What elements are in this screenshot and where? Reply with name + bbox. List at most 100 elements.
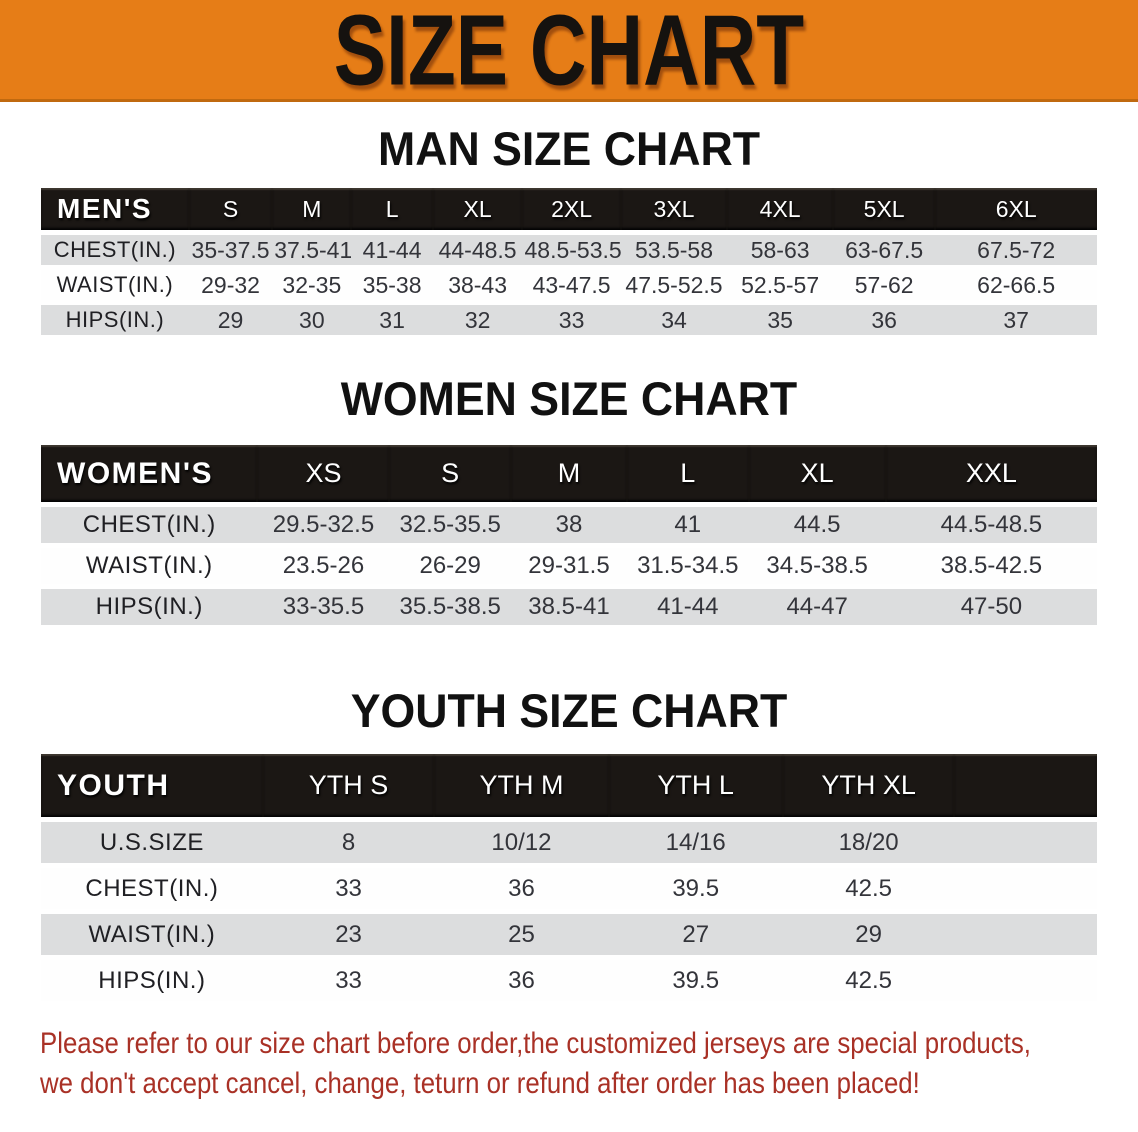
size-value-cell: 58-63 xyxy=(727,235,833,265)
banner: SIZE CHART xyxy=(0,0,1138,102)
size-value-cell: 41-44 xyxy=(627,589,749,625)
size-value-cell: 39.5 xyxy=(608,960,783,1001)
size-value-cell: 26-29 xyxy=(389,548,511,584)
men-hips-row: HIPS(IN.) 29 30 31 32 33 34 35 36 37 xyxy=(41,305,1097,335)
size-value-cell: 63-67.5 xyxy=(832,235,936,265)
women-corner-label: WOMEN'S xyxy=(41,445,258,502)
women-size-table: WOMEN'S XS S M L XL XXL CHEST(IN.) 29.5-… xyxy=(41,440,1097,630)
men-size-header: 3XL xyxy=(620,188,728,230)
women-size-header: XL xyxy=(748,445,886,502)
size-value-cell: 23.5-26 xyxy=(257,548,390,584)
men-corner-label: MEN'S xyxy=(41,188,189,230)
men-section-heading: MAN SIZE CHART xyxy=(378,122,760,175)
size-value-cell: 33 xyxy=(262,960,435,1001)
row-label: CHEST(IN.) xyxy=(41,868,263,909)
size-value-cell: 41 xyxy=(627,507,749,543)
size-value-cell: 32.5-35.5 xyxy=(389,507,511,543)
youth-hips-row: HIPS(IN.) 33 36 39.5 42.5 xyxy=(41,960,1097,1001)
men-waist-row: WAIST(IN.) 29-32 32-35 35-38 38-43 43-47… xyxy=(41,270,1097,300)
size-value-cell: 62-66.5 xyxy=(935,270,1097,300)
size-value-cell: 47-50 xyxy=(885,589,1097,625)
youth-size-header: YTH XL xyxy=(782,754,955,817)
size-value-cell: 36 xyxy=(434,960,609,1001)
women-size-header: M xyxy=(510,445,628,502)
size-value-cell: 42.5 xyxy=(782,960,955,1001)
size-value-cell: 36 xyxy=(832,305,936,335)
women-hips-row: HIPS(IN.) 33-35.5 35.5-38.5 38.5-41 41-4… xyxy=(41,589,1097,625)
men-size-header: 6XL xyxy=(935,188,1097,230)
men-size-header: M xyxy=(272,188,352,230)
size-value-cell: 52.5-57 xyxy=(727,270,833,300)
row-label: U.S.SIZE xyxy=(41,822,263,863)
size-value-cell: 37.5-41 xyxy=(272,235,352,265)
size-value-cell: 29-31.5 xyxy=(510,548,628,584)
size-value-cell: 25 xyxy=(434,914,609,955)
row-label: HIPS(IN.) xyxy=(41,305,189,335)
size-value-cell: 43-47.5 xyxy=(522,270,621,300)
size-value-cell: 34 xyxy=(620,305,728,335)
size-value-cell: 53.5-58 xyxy=(620,235,728,265)
size-value-cell: 29-32 xyxy=(188,270,273,300)
size-value-cell: 35-38 xyxy=(351,270,433,300)
spacer-cell xyxy=(954,960,1097,1001)
size-value-cell: 31 xyxy=(351,305,433,335)
size-value-cell: 35 xyxy=(727,305,833,335)
size-value-cell: 35-37.5 xyxy=(188,235,273,265)
size-value-cell: 38.5-41 xyxy=(510,589,628,625)
women-header-row: WOMEN'S XS S M L XL XXL xyxy=(41,445,1097,502)
size-value-cell: 32 xyxy=(432,305,523,335)
spacer-cell xyxy=(954,754,1097,817)
size-value-cell: 27 xyxy=(608,914,783,955)
size-value-cell: 8 xyxy=(262,822,435,863)
size-value-cell: 44.5 xyxy=(748,507,886,543)
size-value-cell: 30 xyxy=(272,305,352,335)
women-size-header: L xyxy=(627,445,749,502)
size-value-cell: 33 xyxy=(522,305,621,335)
women-section-heading: WOMEN SIZE CHART xyxy=(340,372,798,425)
men-size-header: 4XL xyxy=(727,188,833,230)
size-value-cell: 38-43 xyxy=(432,270,523,300)
row-label: HIPS(IN.) xyxy=(41,960,263,1001)
women-size-header: S xyxy=(389,445,511,502)
men-size-header: S xyxy=(188,188,273,230)
size-value-cell: 29 xyxy=(782,914,955,955)
order-notice-line-2: we don't accept cancel, change, teturn o… xyxy=(40,1067,920,1100)
youth-corner-label: YOUTH xyxy=(41,754,263,817)
size-value-cell: 57-62 xyxy=(832,270,936,300)
row-label: CHEST(IN.) xyxy=(41,507,258,543)
size-value-cell: 35.5-38.5 xyxy=(389,589,511,625)
size-value-cell: 29 xyxy=(188,305,273,335)
size-value-cell: 29.5-32.5 xyxy=(257,507,390,543)
size-value-cell: 37 xyxy=(935,305,1097,335)
size-value-cell: 67.5-72 xyxy=(935,235,1097,265)
order-notice: Please refer to our size chart before or… xyxy=(40,1024,1031,1104)
size-value-cell: 44-47 xyxy=(748,589,886,625)
women-chest-row: CHEST(IN.) 29.5-32.5 32.5-35.5 38 41 44.… xyxy=(41,507,1097,543)
size-value-cell: 39.5 xyxy=(608,868,783,909)
men-size-header: 2XL xyxy=(522,188,621,230)
men-header-row: MEN'S S M L XL 2XL 3XL 4XL 5XL 6XL xyxy=(41,188,1097,230)
men-size-header: XL xyxy=(432,188,523,230)
size-value-cell: 31.5-34.5 xyxy=(627,548,749,584)
men-size-header: 5XL xyxy=(832,188,936,230)
youth-size-header: YTH M xyxy=(434,754,609,817)
row-label: WAIST(IN.) xyxy=(41,914,263,955)
row-label: WAIST(IN.) xyxy=(41,548,258,584)
spacer-cell xyxy=(954,914,1097,955)
row-label: CHEST(IN.) xyxy=(41,235,189,265)
men-size-table: MEN'S S M L XL 2XL 3XL 4XL 5XL 6XL CHEST… xyxy=(41,183,1097,340)
spacer-cell xyxy=(954,822,1097,863)
size-value-cell: 34.5-38.5 xyxy=(748,548,886,584)
youth-header-row: YOUTH YTH S YTH M YTH L YTH XL xyxy=(41,754,1097,817)
size-value-cell: 32-35 xyxy=(272,270,352,300)
size-value-cell: 33-35.5 xyxy=(257,589,390,625)
youth-size-header: YTH L xyxy=(608,754,783,817)
size-value-cell: 36 xyxy=(434,868,609,909)
size-value-cell: 47.5-52.5 xyxy=(620,270,728,300)
row-label: HIPS(IN.) xyxy=(41,589,258,625)
women-size-header: XXL xyxy=(885,445,1097,502)
youth-ussize-row: U.S.SIZE 8 10/12 14/16 18/20 xyxy=(41,822,1097,863)
size-value-cell: 14/16 xyxy=(608,822,783,863)
youth-size-table: YOUTH YTH S YTH M YTH L YTH XL U.S.SIZE … xyxy=(41,749,1097,1006)
